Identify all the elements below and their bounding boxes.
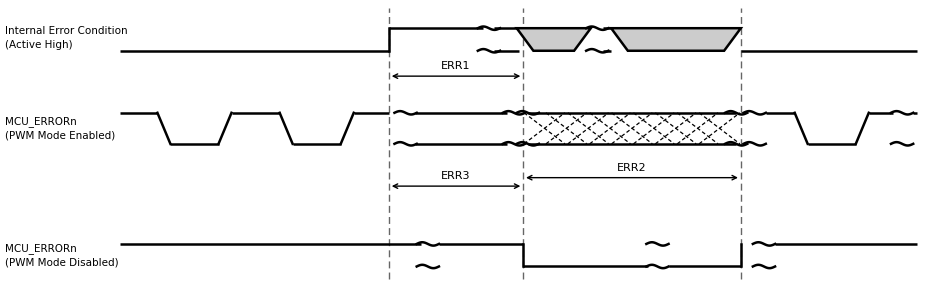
Text: MCU_ERRORn
(PWM Mode Disabled): MCU_ERRORn (PWM Mode Disabled) — [5, 243, 119, 267]
Text: ERR1: ERR1 — [442, 61, 470, 71]
Text: MCU_ERRORn
(PWM Mode Enabled): MCU_ERRORn (PWM Mode Enabled) — [5, 116, 115, 140]
Text: ERR3: ERR3 — [442, 171, 470, 181]
Text: ERR2: ERR2 — [618, 163, 646, 173]
Text: Internal Error Condition
(Active High): Internal Error Condition (Active High) — [5, 27, 127, 50]
Polygon shape — [611, 28, 741, 51]
Polygon shape — [517, 28, 591, 51]
